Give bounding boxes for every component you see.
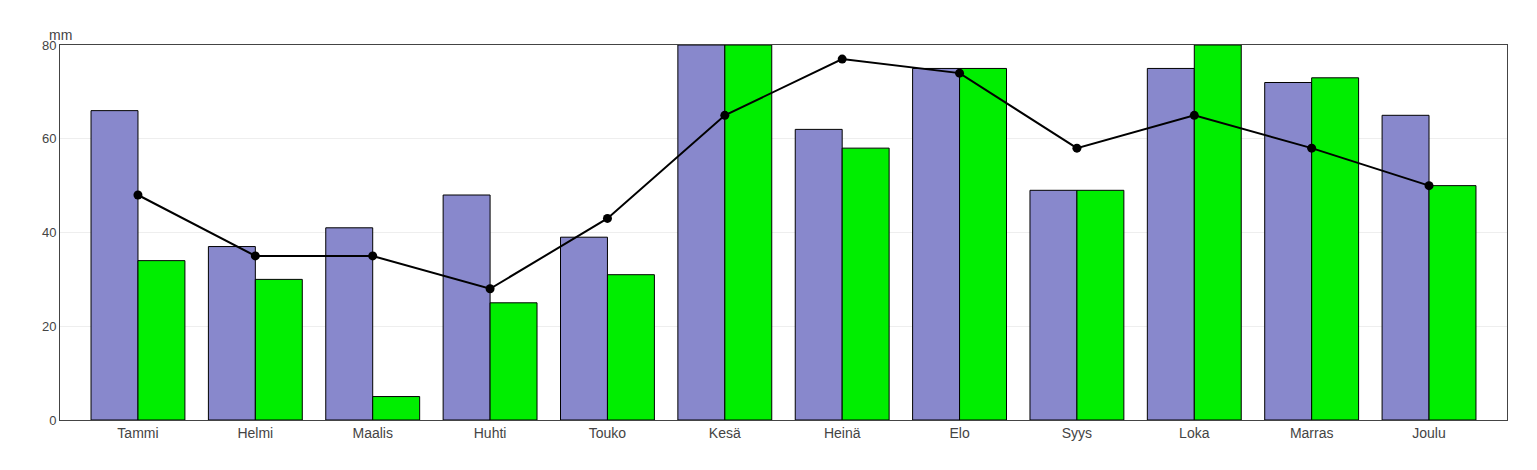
svg-text:Joulu: Joulu — [1412, 425, 1445, 441]
svg-text:Tammi: Tammi — [117, 425, 158, 441]
svg-text:Elo: Elo — [949, 425, 969, 441]
svg-text:20: 20 — [42, 319, 56, 334]
svg-text:Heinä: Heinä — [824, 425, 861, 441]
svg-text:40: 40 — [42, 225, 56, 240]
svg-text:mm: mm — [49, 27, 72, 43]
svg-text:Touko: Touko — [589, 425, 627, 441]
svg-text:Maalis: Maalis — [352, 425, 392, 441]
svg-text:0: 0 — [49, 413, 56, 428]
svg-text:80: 80 — [42, 38, 56, 53]
svg-text:Syys: Syys — [1062, 425, 1092, 441]
svg-text:Loka: Loka — [1179, 425, 1210, 441]
svg-text:Helmi: Helmi — [237, 425, 273, 441]
svg-text:Marras: Marras — [1290, 425, 1334, 441]
svg-text:Huhti: Huhti — [474, 425, 507, 441]
svg-text:60: 60 — [42, 131, 56, 146]
svg-text:Kesä: Kesä — [709, 425, 741, 441]
